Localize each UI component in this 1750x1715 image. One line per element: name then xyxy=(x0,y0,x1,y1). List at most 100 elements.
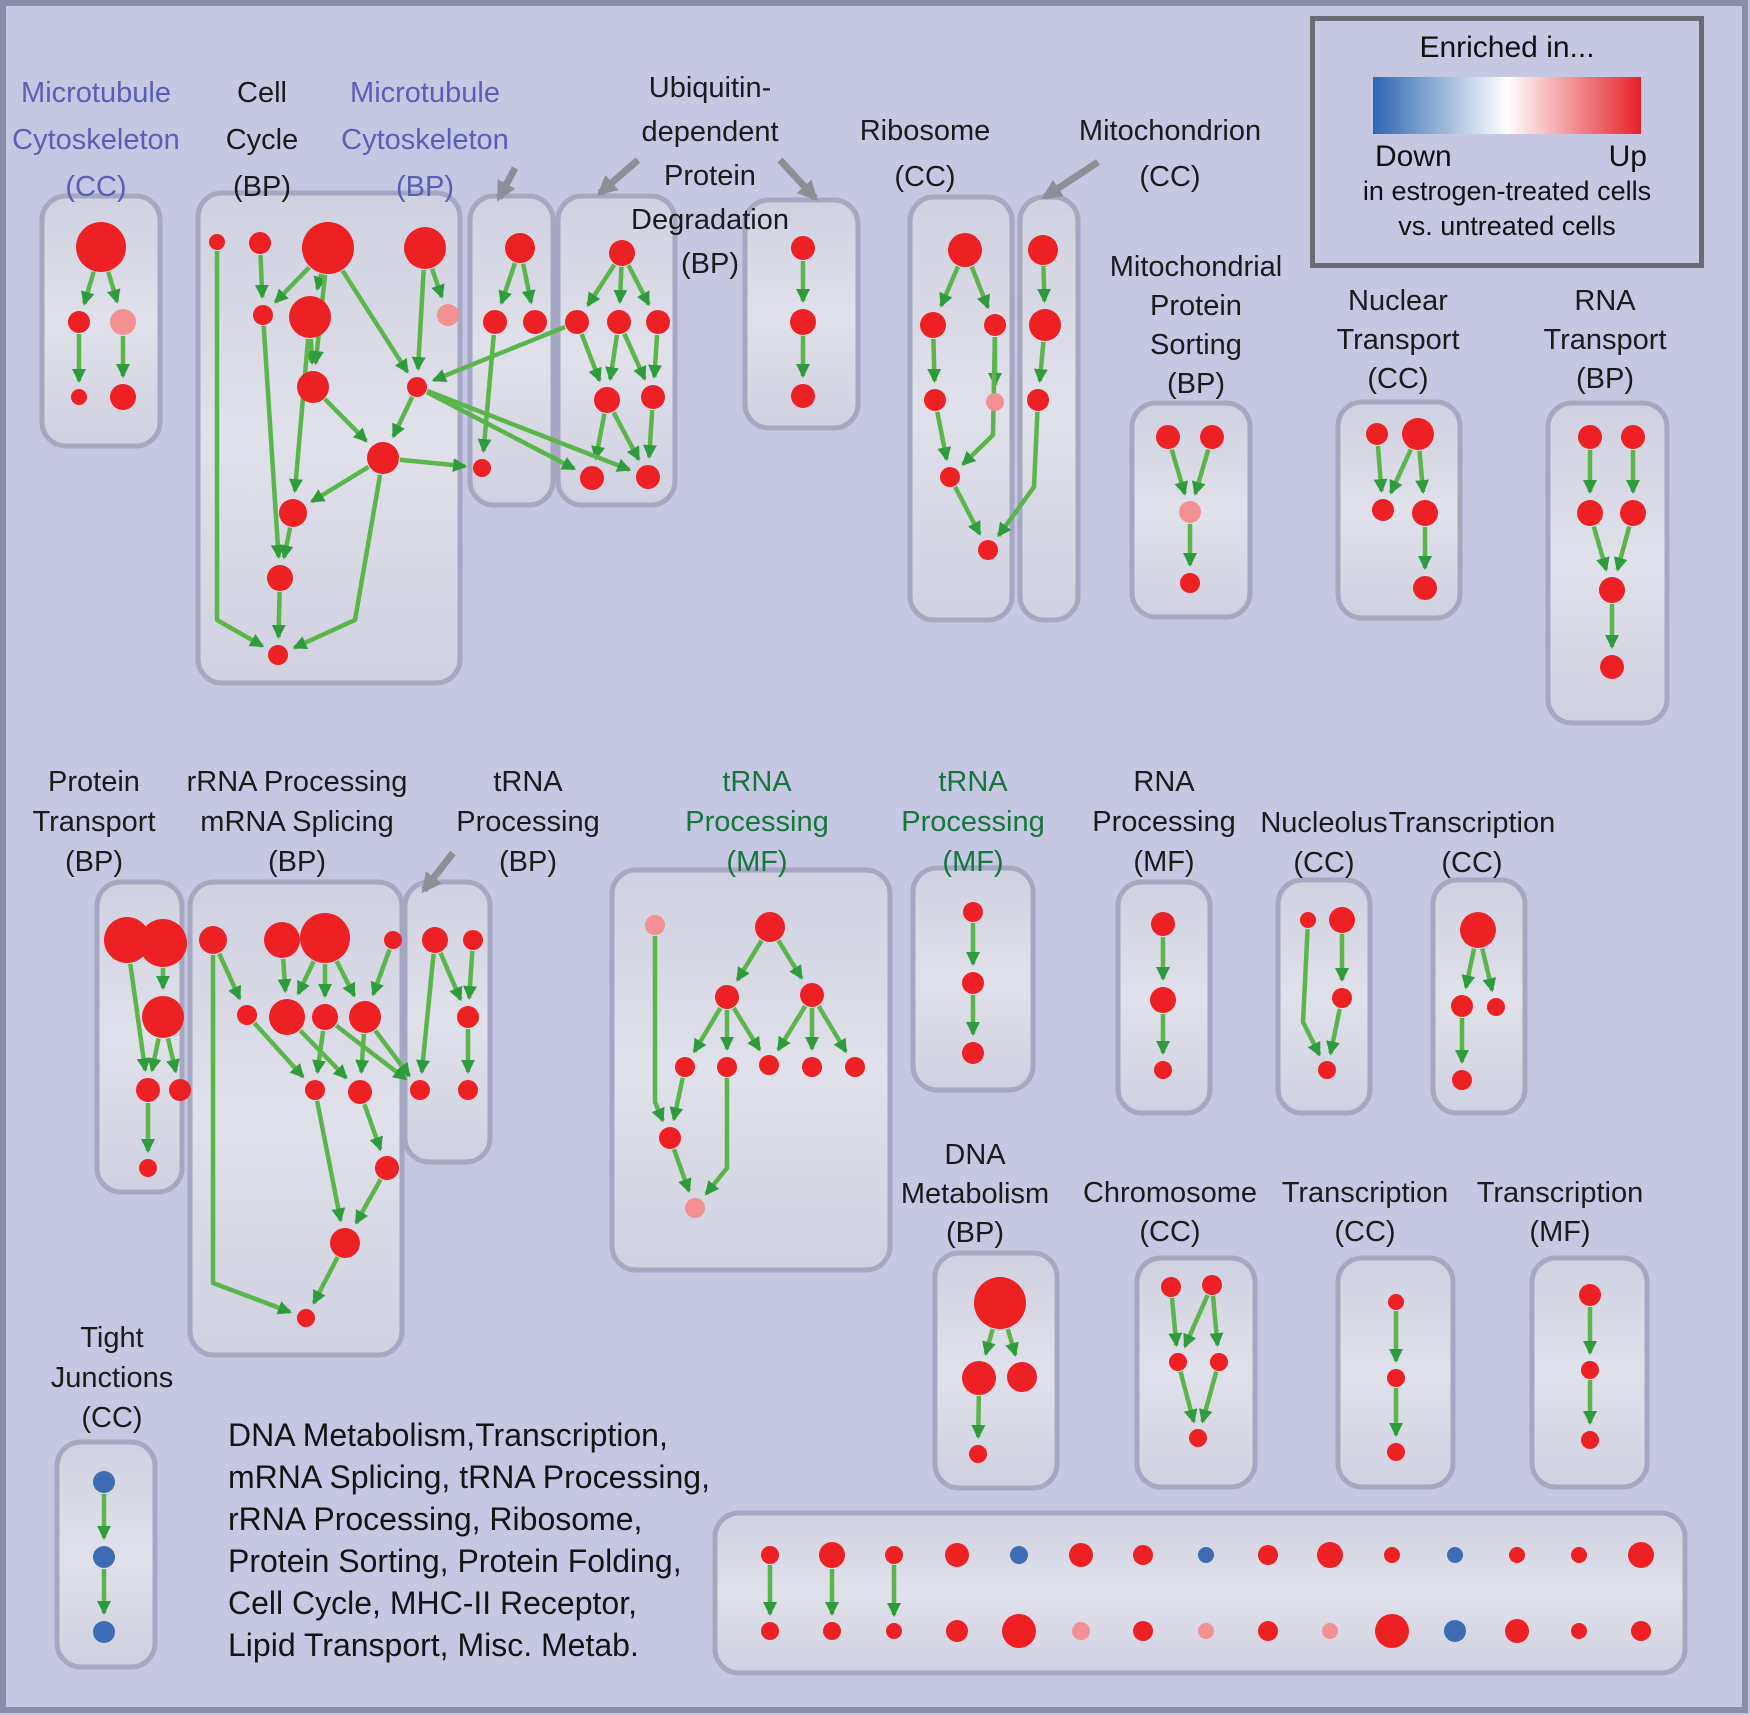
go-term-node-up xyxy=(410,1080,430,1100)
go-term-node-up xyxy=(375,1156,399,1180)
cluster-box-nucleolus xyxy=(1275,877,1373,1116)
go-term-node-up xyxy=(1300,912,1316,928)
go-term-node-up xyxy=(984,314,1006,336)
label-transcription-cc-bottom-line: Transcription xyxy=(1281,1177,1449,1209)
relationship-edge xyxy=(1300,928,1322,1057)
label-ribosome: Ribosome (CC) xyxy=(675,108,1175,200)
go-term-node-up xyxy=(523,310,547,334)
relationship-edge xyxy=(362,1103,383,1152)
go-term-node-up xyxy=(1151,912,1175,936)
go-term-node-up xyxy=(715,985,739,1009)
go-term-node-up xyxy=(1027,389,1049,411)
relationship-edge xyxy=(648,334,663,379)
relationship-edge xyxy=(735,939,764,982)
label-microtubule-cc-line: (CC) xyxy=(65,171,127,203)
go-term-node-up xyxy=(139,1159,157,1177)
go-term-node-up xyxy=(823,1622,841,1640)
relationship-edge xyxy=(776,939,804,980)
label-dna-metabolism-line: Metabolism xyxy=(900,1178,1050,1210)
go-term-node-up xyxy=(384,931,402,949)
go-term-node-up xyxy=(367,442,399,474)
label-microtubule-cc: Microtubule Cytoskeleton (CC) xyxy=(0,70,346,211)
go-term-node-up xyxy=(457,1006,479,1028)
label-rrna-mrna-line: (BP) xyxy=(268,846,326,878)
relationship-edge xyxy=(323,397,368,443)
go-term-node-up xyxy=(1366,423,1388,445)
go-term-node-up xyxy=(1332,988,1352,1008)
go-term-node-up xyxy=(1628,1542,1654,1568)
go-term-node-up xyxy=(330,1228,360,1258)
label-nucleolus: Nucleolus (CC) xyxy=(1074,803,1574,883)
label-ribosome-line: Ribosome xyxy=(859,115,991,147)
go-term-node-up xyxy=(609,240,635,266)
relationship-edge xyxy=(1178,1371,1198,1424)
relationship-edge xyxy=(953,485,982,536)
go-term-node-up xyxy=(253,305,273,325)
label-transcription-mf: Transcription (MF) xyxy=(1310,1174,1750,1252)
go-term-node-up xyxy=(580,466,604,490)
go-term-node-up xyxy=(607,310,631,334)
label-dna-metabolism: DNA Metabolism (BP) xyxy=(725,1136,1225,1253)
go-term-node-up xyxy=(1387,1369,1405,1387)
go-term-node-up xyxy=(458,1080,478,1100)
label-protein-transport-line: Transport xyxy=(32,806,156,838)
go-term-node-up xyxy=(924,389,946,411)
go-term-node-up xyxy=(1599,577,1625,603)
label-nuclear-transport-line: Nuclear xyxy=(1348,285,1448,317)
relationship-edge xyxy=(1182,1294,1210,1349)
relationship-edge xyxy=(651,936,665,1123)
relationship-edge xyxy=(971,1395,986,1439)
label-pointer-arrow xyxy=(421,850,456,894)
go-term-node-up xyxy=(76,222,126,272)
go-term-node-up xyxy=(761,1546,779,1564)
relationship-edge xyxy=(334,960,357,998)
label-cell-cycle-line: (BP) xyxy=(233,171,291,203)
go-term-node-up xyxy=(139,919,187,967)
go-term-node-up xyxy=(1372,499,1394,521)
go-term-node-up xyxy=(790,309,816,335)
label-ubiquitin-line: (BP) xyxy=(681,248,739,280)
relationship-edge xyxy=(292,474,383,650)
go-term-node-up xyxy=(791,236,815,260)
go-term-node-weak-up xyxy=(1198,1623,1214,1639)
cluster-box-dna-metabolism xyxy=(932,1250,1060,1491)
label-protein-transport: Protein Transport (BP) xyxy=(0,762,344,882)
go-term-node-up xyxy=(264,922,300,958)
relationship-edge xyxy=(304,338,319,365)
go-term-node-up xyxy=(1375,1614,1409,1648)
go-term-node-up xyxy=(1505,1619,1529,1643)
relationship-edge xyxy=(1169,448,1189,496)
go-term-node-weak-up xyxy=(986,393,1004,411)
relationship-edge xyxy=(591,413,607,461)
go-term-node-up xyxy=(885,1546,903,1564)
cluster-box-microtubule-cc xyxy=(39,193,163,449)
label-trna-bp-line: (BP) xyxy=(499,846,557,878)
go-term-node-down xyxy=(1447,1547,1463,1563)
relationship-edge xyxy=(334,1023,408,1081)
caption-line: mRNA Splicing, tRNA Processing, xyxy=(228,1459,710,1495)
go-term-node-up xyxy=(1581,1431,1599,1449)
relationship-edge xyxy=(776,1004,808,1052)
go-term-node-up xyxy=(963,902,983,922)
go-term-node-up xyxy=(1578,425,1602,449)
label-chromosome-line: (CC) xyxy=(1139,1216,1201,1248)
label-mito-protein-sorting-line: Sorting xyxy=(1150,329,1242,361)
go-term-node-up xyxy=(641,385,665,409)
relationship-edge xyxy=(438,952,463,1002)
go-term-node-up xyxy=(302,222,354,274)
go-term-node-up xyxy=(297,371,329,403)
label-nuclear-transport-line: (CC) xyxy=(1367,363,1429,395)
label-rna-processing-mf-line: (MF) xyxy=(1133,846,1195,878)
relationship-edge xyxy=(147,1038,162,1073)
relationship-edge xyxy=(1168,1297,1183,1348)
relationship-edge xyxy=(399,457,468,473)
caption-line: Cell Cycle, MHC-II Receptor, xyxy=(228,1585,637,1621)
go-term-node-up xyxy=(1577,500,1603,526)
go-term-node-up xyxy=(1620,500,1646,526)
go-term-node-up xyxy=(1150,987,1176,1013)
relationship-edge xyxy=(996,411,1040,538)
go-term-node-up xyxy=(945,1543,969,1567)
relationship-edge xyxy=(463,950,477,1000)
go-term-node-up xyxy=(68,311,90,333)
go-term-node-up xyxy=(269,999,305,1035)
